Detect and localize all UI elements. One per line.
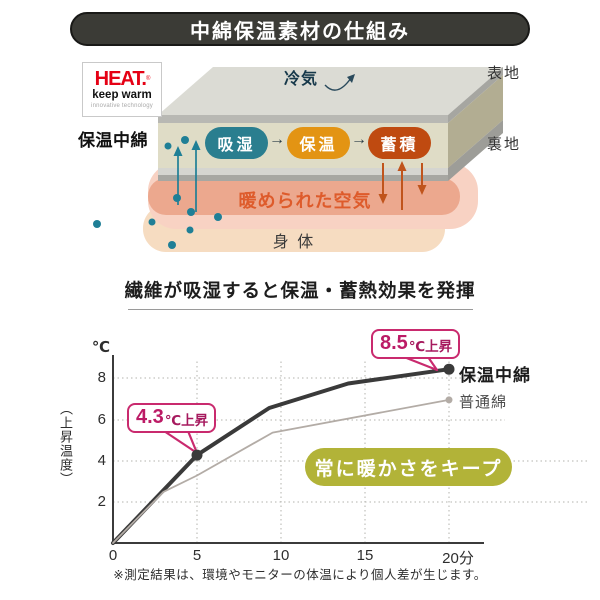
series-marker: [191, 449, 203, 461]
outer-fabric-label: 表地: [487, 65, 522, 82]
subtitle-underline: [128, 309, 473, 310]
lining-label: 裏地: [487, 136, 522, 153]
chart-series-markers: [191, 363, 455, 461]
warm-air-label: 暖められた空気: [238, 191, 372, 211]
y-axis-title: （上昇温度）: [58, 402, 73, 486]
section-subtitle: 繊維が吸湿すると保温・蓄熱効果を発揮: [124, 280, 476, 301]
cold-air-arrow: [324, 77, 352, 91]
heat-logo: HEAT.® keep warm innovative technology: [82, 62, 162, 117]
series-label-normal: 普通綿: [459, 394, 508, 411]
lining-front-bottom: [158, 175, 448, 181]
footnote: ※測定結果は、環境やモニターの体温により個人差が生じます。: [113, 568, 487, 582]
header-banner: 中綿保温素材の仕組み: [70, 12, 530, 46]
cold-air-arrowhead: [347, 74, 355, 83]
moisture-arrowheads: [173, 140, 201, 156]
body-label: 身 体: [272, 234, 316, 251]
flow-arrow-2: →: [351, 131, 367, 148]
heat-subline: innovative technology: [91, 103, 153, 109]
padding-side: [448, 75, 503, 168]
x-tick-15: 15: [356, 547, 374, 564]
heat-exchange-arrows: [382, 163, 423, 210]
series-line: [111, 367, 451, 545]
pill-retain: 保温: [287, 127, 350, 159]
lining-side: [448, 120, 503, 181]
heat-brand-text: HEAT.®: [94, 68, 151, 90]
series-line: [112, 398, 450, 544]
heat-tagline: keep warm: [92, 89, 152, 101]
annotation-suffix: ℃上昇: [408, 339, 453, 354]
lining-front-top: [158, 168, 448, 175]
series-label-insulated: 保温中綿: [459, 366, 531, 385]
annotation-value: 8.5: [380, 332, 408, 354]
moisture-arrows: [177, 148, 197, 212]
heat-exchange-arrowheads: [378, 161, 427, 204]
y-tick-8: 8: [97, 369, 106, 386]
pill-absorb: 吸湿: [205, 127, 268, 159]
y-unit-label: ℃: [91, 339, 110, 356]
x-tick-10: 10: [272, 547, 290, 564]
y-tick-2: 2: [97, 493, 106, 510]
padding-label: 保温中綿: [78, 131, 148, 150]
series-marker: [445, 396, 453, 404]
outer-fabric-top-face: [158, 67, 503, 115]
x-tick-20-value: 20: [442, 550, 459, 567]
page-title: 中綿保温素材の仕組み: [190, 20, 410, 43]
flow-arrow-1: →: [269, 131, 285, 148]
outer-fabric-side: [448, 67, 503, 123]
annotation-suffix: ℃上昇: [164, 413, 209, 428]
annotation-bubble-8-5: 8.5 ℃上昇: [371, 329, 461, 359]
chart-series-lines: [111, 367, 451, 545]
cold-air-label: 冷気: [284, 71, 319, 88]
series-marker: [443, 363, 455, 375]
x-tick-5: 5: [192, 547, 202, 564]
x-tick-20: 20分: [430, 547, 486, 568]
x-unit-label: 分: [458, 550, 474, 567]
keep-warm-badge: 常に暖かさをキープ: [305, 448, 512, 486]
y-tick-6: 6: [97, 411, 106, 428]
moisture-dots: [93, 136, 222, 249]
outer-fabric-front: [158, 115, 448, 123]
pill-store: 蓄積: [368, 127, 431, 159]
registered-mark: ®: [145, 76, 151, 82]
y-tick-4: 4: [97, 452, 106, 469]
heat-brand-label: HEAT.: [94, 68, 147, 90]
annotation-value: 4.3: [136, 406, 164, 428]
annotation-bubble-4-3: 4.3 ℃上昇: [127, 403, 217, 433]
x-tick-0: 0: [108, 547, 118, 564]
